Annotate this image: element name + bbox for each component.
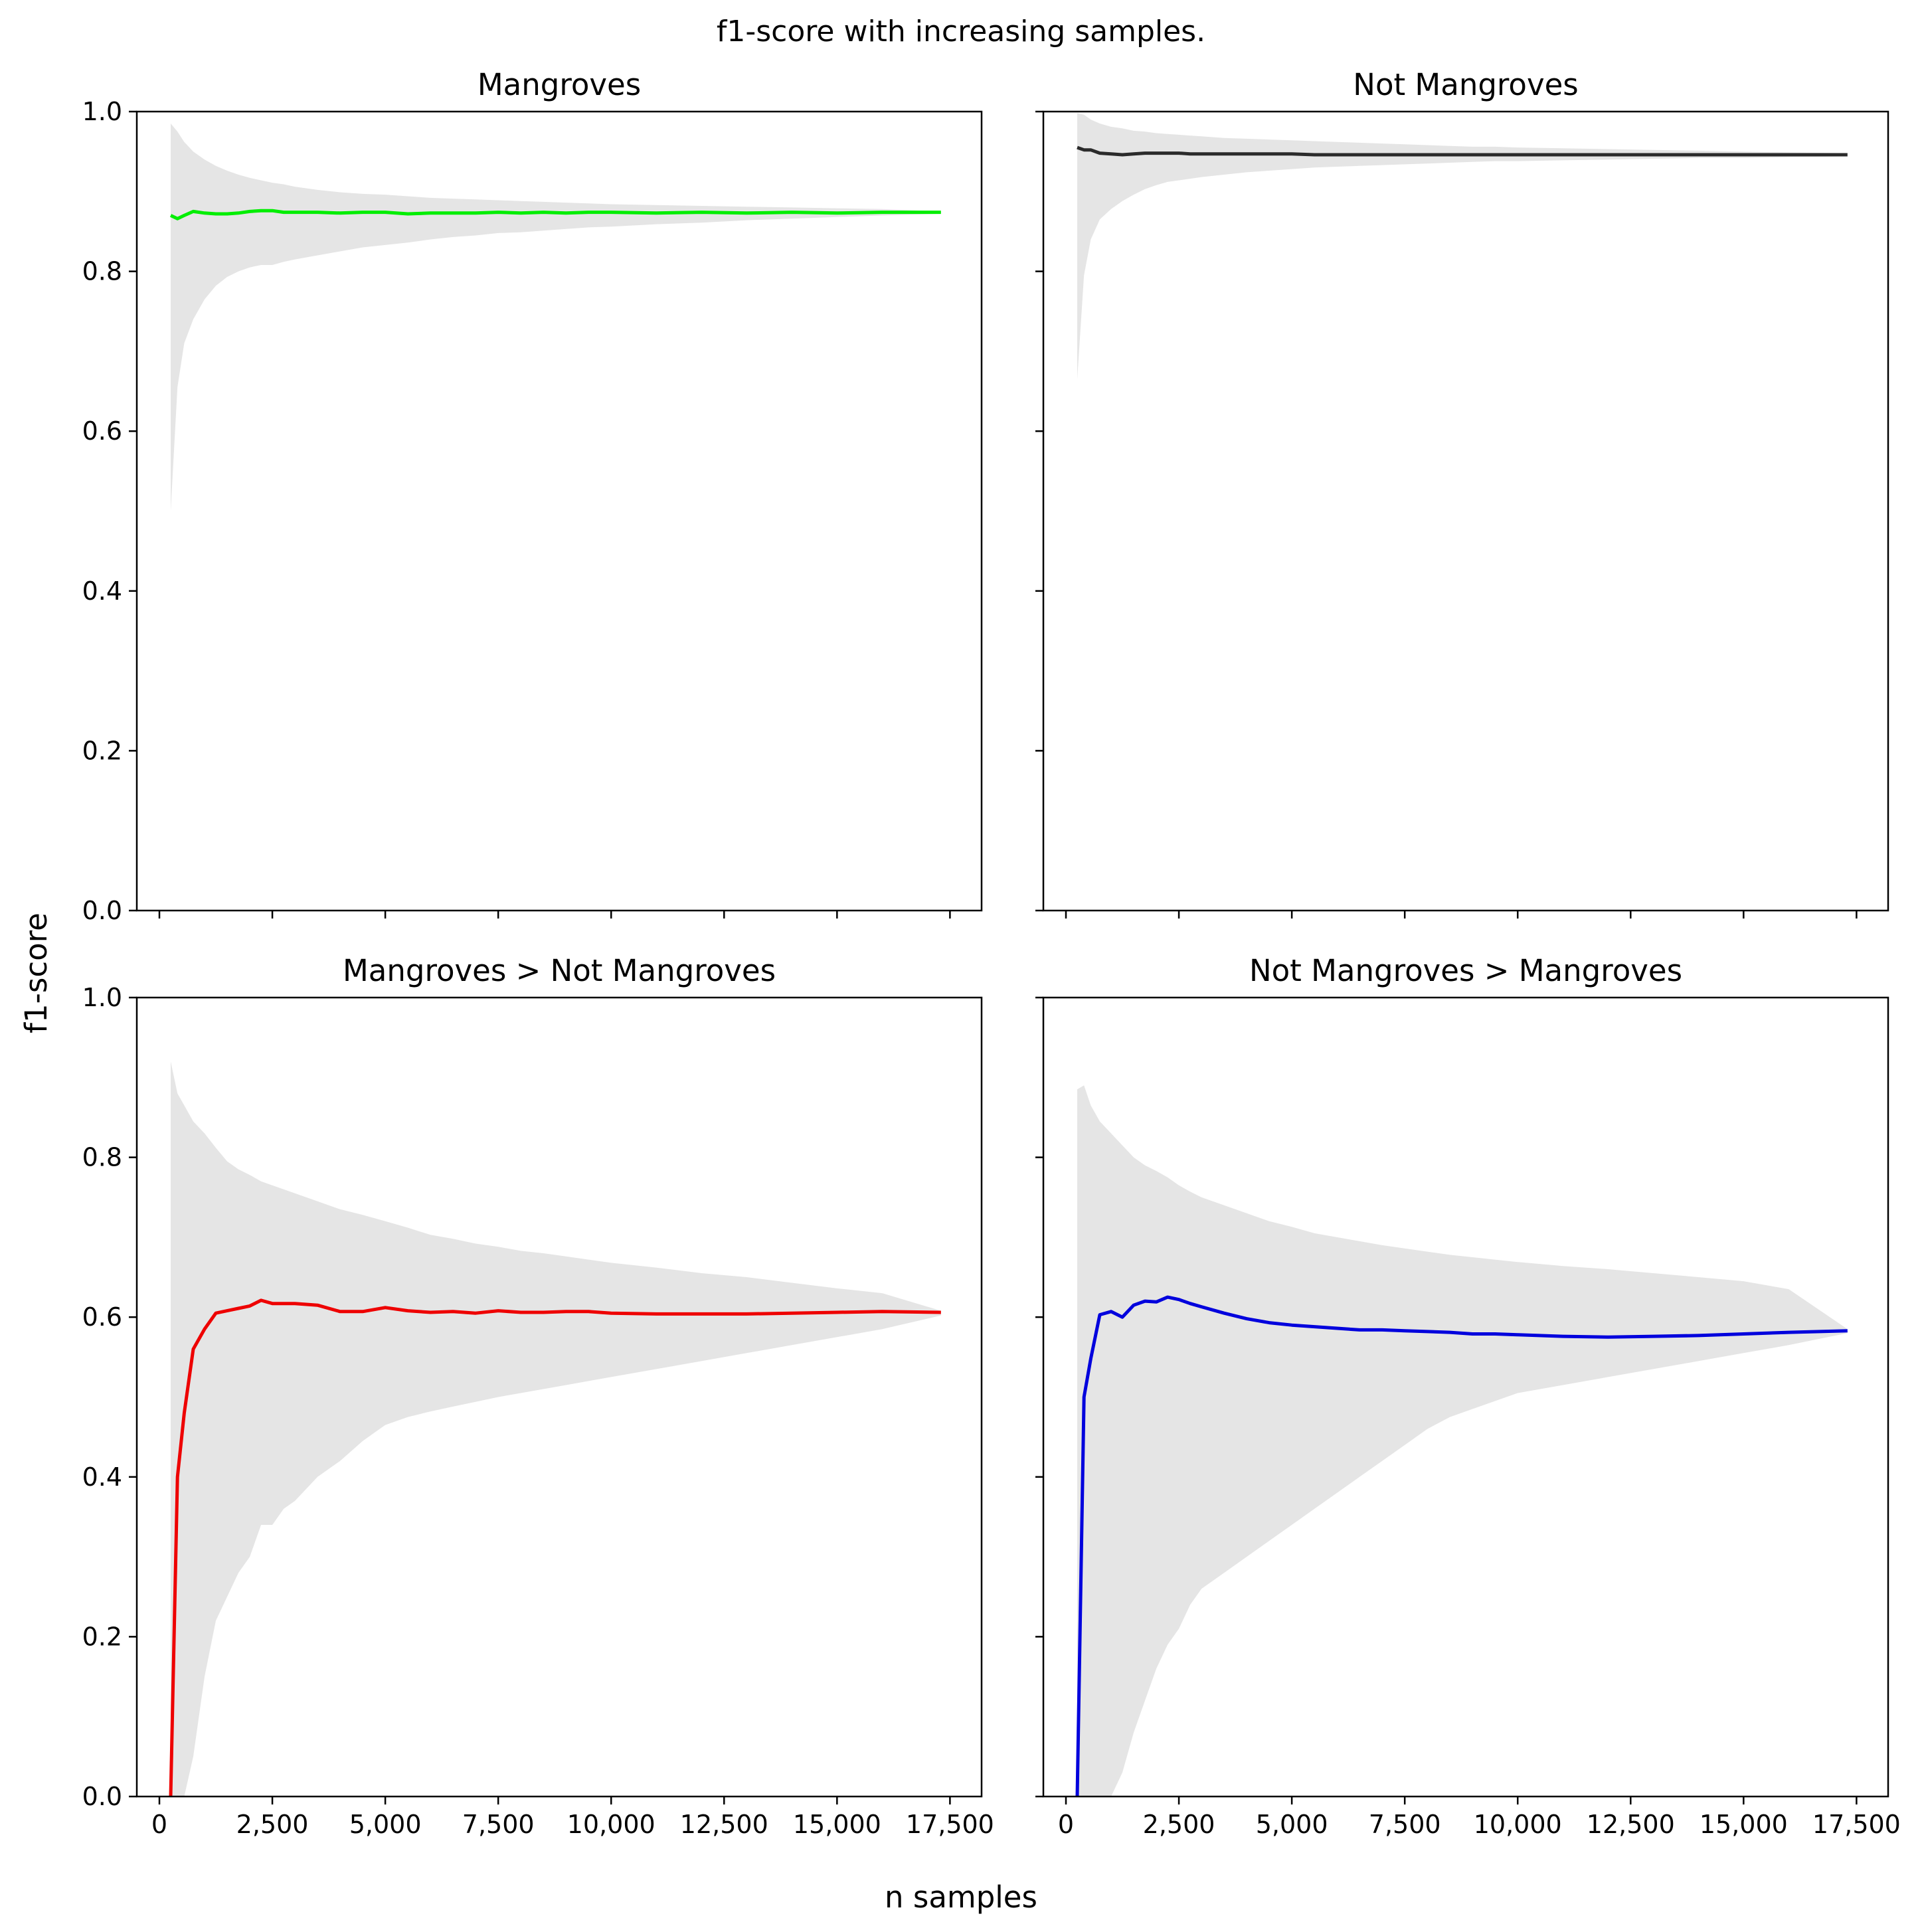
x-tick-label: 5,000 (1256, 1810, 1328, 1839)
x-tick-label: 0 (1058, 1810, 1074, 1839)
axes-frame (135, 996, 983, 1798)
x-tick-label: 10,000 (1474, 1810, 1562, 1839)
y-tick-label: 0.0 (82, 896, 122, 925)
confidence-band (1077, 1085, 1848, 1797)
y-tick-label: 0.8 (82, 1143, 122, 1172)
panel-title: Mangroves (478, 67, 641, 102)
confidence-band (171, 124, 941, 511)
y-tick-label: 0.0 (82, 1782, 122, 1811)
y-tick-label: 1.0 (82, 97, 122, 126)
y-axis-label: f1-score (19, 913, 54, 1033)
axes-frame (135, 110, 983, 912)
x-tick-label: 17,500 (906, 1810, 994, 1839)
y-tick-label: 0.4 (82, 1462, 122, 1492)
x-tick-label: 7,500 (1369, 1810, 1441, 1839)
panel-not-mangroves-to-mangroves: Not Mangroves > Mangroves 0 2,500 5,000 7,50… (1035, 953, 1901, 1839)
panel-mangroves-to-not-mangroves: Mangroves > Not Mangroves 0 2,500 5,000 7,50… (82, 953, 994, 1839)
confidence-band (171, 1061, 941, 1797)
y-tick-label: 0.2 (82, 1622, 122, 1651)
x-tick-label: 2,500 (1143, 1810, 1215, 1839)
y-tick-label: 0.6 (82, 416, 122, 446)
series-line (169, 209, 941, 220)
axes-frame (1042, 996, 1889, 1798)
x-tick-label: 10,000 (567, 1810, 655, 1839)
y-tick-label: 0.4 (82, 576, 122, 606)
series-line (1077, 145, 1848, 157)
x-tick-label: 15,000 (1700, 1810, 1788, 1839)
panel-not-mangroves: Not Mangroves (1035, 67, 1889, 919)
panel-title: Mangroves > Not Mangroves (343, 953, 776, 988)
x-tick-label: 15,000 (793, 1810, 881, 1839)
x-tick-label: 12,500 (680, 1810, 768, 1839)
panel-title: Not Mangroves (1353, 67, 1578, 102)
x-tick-label: 7,500 (462, 1810, 535, 1839)
confidence-band (1077, 113, 1848, 379)
y-tick-label: 0.6 (82, 1302, 122, 1332)
x-tick-label: 2,500 (236, 1810, 309, 1839)
figure-title: f1-score with increasing samples. (717, 15, 1205, 48)
x-tick-label: 5,000 (349, 1810, 422, 1839)
axes-frame (1042, 110, 1889, 912)
series-line (169, 1298, 941, 1797)
panel-mangroves: Mangroves 0.0 0.2 0.4 0.6 0.8 1.0 (82, 67, 983, 925)
x-tick-label: 12,500 (1587, 1810, 1675, 1839)
y-tick-label: 0.8 (82, 257, 122, 286)
y-tick-label: 1.0 (82, 983, 122, 1012)
x-tick-label: 0 (151, 1810, 167, 1839)
y-tick-label: 0.2 (82, 736, 122, 765)
x-tick-label: 17,500 (1812, 1810, 1901, 1839)
x-axis-label: n samples (885, 1880, 1037, 1915)
series-line (1075, 1295, 1848, 1797)
panel-title: Not Mangroves > Mangroves (1249, 953, 1682, 988)
